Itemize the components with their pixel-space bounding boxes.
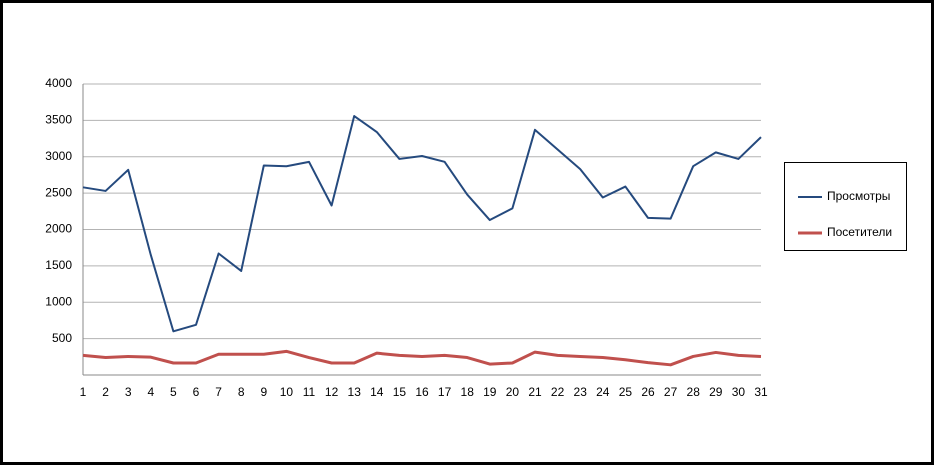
x-tick-label: 2	[102, 385, 109, 399]
x-tick-label: 1	[80, 385, 87, 399]
series-line	[82, 115, 762, 333]
x-tick-label: 25	[619, 385, 633, 399]
y-tick-label: 1000	[45, 294, 72, 308]
x-tick-label: 27	[664, 385, 678, 399]
x-tick-label: 16	[415, 385, 429, 399]
x-tick-label: 22	[551, 385, 565, 399]
y-tick-label: 500	[52, 331, 72, 345]
y-tick-label: 2000	[45, 222, 72, 236]
y-tick-label: 3000	[45, 149, 72, 163]
x-tick-label: 14	[370, 385, 384, 399]
x-tick-label: 6	[193, 385, 200, 399]
x-tick-label: 11	[303, 385, 316, 399]
x-tick-label: 30	[732, 385, 746, 399]
x-tick-label: 9	[260, 385, 267, 399]
x-tick-label: 20	[506, 385, 520, 399]
x-tick-label: 24	[596, 385, 610, 399]
y-tick-label: 4000	[45, 76, 72, 90]
x-tick-label: 3	[125, 385, 132, 399]
series-line	[82, 349, 762, 367]
x-tick-label: 18	[461, 385, 475, 399]
x-tick-label: 17	[438, 385, 452, 399]
x-tick-label: 21	[528, 385, 542, 399]
x-tick-label: 29	[709, 385, 723, 399]
y-tick-label: 2500	[45, 185, 72, 199]
legend-label: Просмотры	[827, 189, 890, 203]
x-tick-label: 19	[483, 385, 497, 399]
x-tick-label: 10	[280, 385, 294, 399]
y-tick-label: 3500	[45, 113, 72, 127]
x-tick-label: 31	[754, 385, 768, 399]
x-tick-label: 13	[348, 385, 362, 399]
x-tick-label: 8	[238, 385, 245, 399]
y-tick-label: 1500	[45, 258, 72, 272]
legend-label: Посетители	[827, 225, 892, 239]
x-tick-label: 15	[393, 385, 407, 399]
x-tick-label: 5	[170, 385, 177, 399]
x-tick-label: 7	[215, 385, 222, 399]
x-tick-label: 26	[641, 385, 655, 399]
x-tick-label: 28	[687, 385, 701, 399]
x-tick-label: 12	[325, 385, 339, 399]
x-tick-label: 4	[147, 385, 154, 399]
x-tick-label: 23	[574, 385, 588, 399]
legend-box	[784, 162, 907, 251]
